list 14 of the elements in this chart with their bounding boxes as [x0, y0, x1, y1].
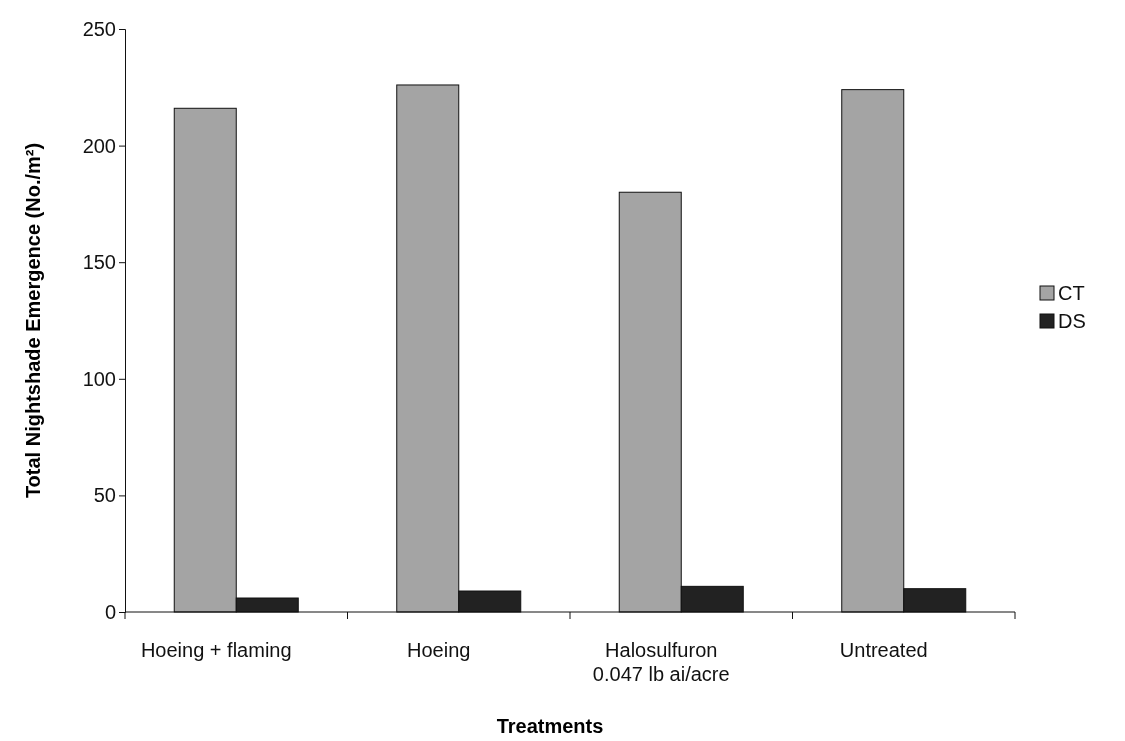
legend-label: DS [1058, 310, 1086, 332]
x-tick-label: Hoeing [407, 639, 471, 661]
y-tick-label: 100 [82, 367, 116, 390]
legend-label: CT [1058, 282, 1085, 304]
y-tick-label: 0 [104, 600, 116, 623]
x-tick-label: Halosulfuron 0.047 lb ai/acre [592, 639, 730, 685]
x-axis-title: Treatments [496, 715, 604, 737]
y-tick-label: 250 [82, 17, 116, 40]
x-tick-label: Hoeing + flaming [140, 639, 292, 661]
y-tick-label: 200 [82, 134, 116, 157]
y-tick-label: 150 [82, 251, 116, 274]
y-tick-label: 50 [93, 484, 116, 507]
y-axis-title: Total Nightshade Emergence (No./m²) [22, 142, 44, 499]
x-tick-label: Untreated [839, 639, 928, 661]
